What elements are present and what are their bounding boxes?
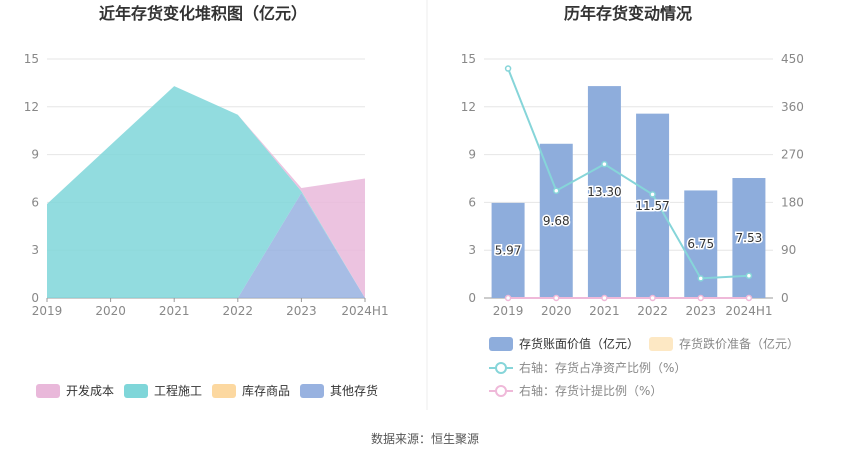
inventory-bar	[491, 202, 525, 298]
left-xtick-label: 2019	[32, 304, 63, 318]
line-point	[649, 191, 656, 198]
right-left-ytick-label: 15	[461, 52, 476, 66]
left-ytick-label: 0	[31, 291, 39, 305]
line-point	[745, 294, 753, 302]
legend-swatch	[489, 337, 513, 351]
right-right-ytick-label: 450	[781, 52, 804, 66]
left-ytick-label: 9	[31, 148, 39, 162]
right-xtick-label: 2023	[685, 304, 716, 318]
bar-data-label: 13.30	[587, 185, 621, 199]
legend-label: 存货账面价值（亿元）	[519, 336, 639, 351]
left-legend: 开发成本 工程施工 库存商品 其他存货	[36, 383, 378, 398]
right-xtick-label: 2021	[589, 304, 620, 318]
legend-swatch	[212, 384, 236, 398]
left-xtick-label: 2023	[286, 304, 317, 318]
line-series-1	[507, 68, 749, 280]
left-chart: 0 3 6 9 12 15 2019 2020 2021 2022 2023 2024H1	[24, 52, 389, 318]
legend-marker	[495, 362, 507, 374]
right-chart-title: 历年存货变动情况	[564, 4, 692, 23]
line-point	[553, 187, 560, 194]
left-ytick-label: 15	[24, 52, 39, 66]
area-series-工程施工	[47, 86, 365, 298]
left-xtick-label: 2021	[159, 304, 190, 318]
right-left-ytick-label: 9	[468, 148, 476, 162]
legend-label: 右轴：存货计提比例（%）	[519, 383, 662, 398]
right-left-ytick-label: 12	[461, 100, 476, 114]
legend-swatch	[649, 337, 673, 351]
inventory-bar	[587, 86, 621, 298]
line-point	[504, 294, 512, 302]
right-legend: 存货账面价值（亿元） 存货跌价准备（亿元） 右轴：存货占净资产比例（%） 右轴：存货计…	[489, 336, 799, 398]
bar-data-label: 6.75	[687, 237, 714, 251]
right-xtick-label: 2019	[493, 304, 524, 318]
legend-label: 开发成本	[66, 383, 114, 398]
right-xtick-label: 2022	[637, 304, 668, 318]
right-right-ytick-label: 180	[781, 195, 804, 209]
line-point	[601, 160, 608, 168]
left-ytick-label: 12	[24, 100, 39, 114]
line-point	[504, 65, 512, 72]
left-ytick-label: 3	[31, 243, 39, 257]
right-chart: 0 3 6 9 12 15 0 90 180 270 360 450 2019 2020 2021 2022 2…	[461, 52, 804, 318]
bar-data-label: 11.57	[635, 199, 669, 213]
legend-swatch	[36, 384, 60, 398]
legend-label: 右轴：存货占净资产比例（%）	[519, 360, 686, 375]
legend-marker	[495, 385, 507, 397]
inventory-bar	[539, 143, 573, 298]
line-point	[697, 275, 704, 282]
line-point	[553, 294, 560, 302]
source-note: 数据来源：恒生聚源	[371, 431, 479, 446]
left-chart-title: 近年存货变化堆积图（亿元）	[99, 4, 307, 23]
left-xtick-label: 2020	[95, 304, 126, 318]
area-series-其他存货	[47, 192, 365, 298]
right-left-ytick-label: 0	[468, 291, 476, 305]
left-ytick-label: 6	[31, 195, 39, 209]
right-right-ytick-label: 90	[781, 243, 796, 257]
legend-label: 其他存货	[330, 383, 378, 398]
line-point	[745, 272, 753, 279]
legend-label: 存货跌价准备（亿元）	[679, 336, 799, 351]
line-point	[697, 294, 704, 302]
inventory-bar	[636, 113, 670, 298]
left-xtick-label: 2022	[223, 304, 254, 318]
line-point	[601, 294, 608, 302]
bar-data-label: 9.68	[543, 214, 570, 228]
legend-label: 库存商品	[242, 383, 290, 398]
right-right-ytick-label: 270	[781, 148, 804, 162]
legend-swatch	[300, 384, 324, 398]
legend-label: 工程施工	[154, 383, 202, 398]
right-xtick-label: 2024H1	[725, 304, 772, 318]
bar-data-label: 7.53	[736, 231, 763, 245]
left-xtick-label: 2024H1	[341, 304, 388, 318]
right-xtick-label: 2020	[541, 304, 572, 318]
right-right-ytick-label: 0	[781, 291, 789, 305]
right-left-ytick-label: 6	[468, 195, 476, 209]
legend-swatch	[124, 384, 148, 398]
right-right-ytick-label: 360	[781, 100, 804, 114]
bar-data-label: 5.97	[495, 243, 522, 257]
right-left-ytick-label: 3	[468, 243, 476, 257]
line-point	[649, 294, 656, 302]
